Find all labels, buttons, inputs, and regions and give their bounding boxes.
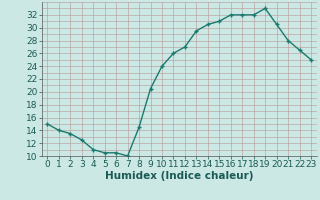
X-axis label: Humidex (Indice chaleur): Humidex (Indice chaleur) bbox=[105, 171, 253, 181]
